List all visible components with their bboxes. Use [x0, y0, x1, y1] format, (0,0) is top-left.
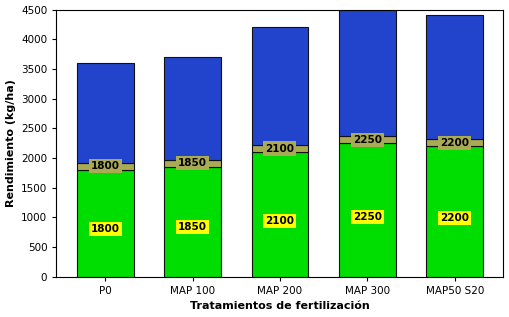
Text: 2250: 2250 [353, 135, 382, 145]
Bar [251, 145, 308, 152]
Bar [251, 27, 308, 145]
Bar [339, 10, 395, 136]
Bar [164, 167, 221, 277]
Text: 2100: 2100 [265, 216, 294, 226]
Text: 1800: 1800 [91, 161, 120, 171]
Text: 2100: 2100 [265, 144, 294, 153]
Text: 2200: 2200 [440, 213, 469, 223]
Text: 1850: 1850 [178, 158, 207, 168]
Bar [164, 57, 221, 160]
Text: 2250: 2250 [353, 212, 382, 222]
Bar [339, 143, 395, 277]
Y-axis label: Rendimiento (kg/ha): Rendimiento (kg/ha) [6, 79, 16, 207]
Bar [427, 16, 483, 139]
Bar [77, 63, 133, 163]
Bar [251, 152, 308, 277]
Bar [427, 139, 483, 146]
Bar [427, 146, 483, 277]
Text: 2200: 2200 [440, 138, 469, 148]
Text: 1800: 1800 [91, 224, 120, 234]
Bar [77, 170, 133, 277]
Bar [77, 163, 133, 170]
Bar [339, 136, 395, 143]
X-axis label: Tratamientos de fertilización: Tratamientos de fertilización [190, 301, 370, 311]
Text: 1850: 1850 [178, 223, 207, 232]
Bar [164, 160, 221, 167]
